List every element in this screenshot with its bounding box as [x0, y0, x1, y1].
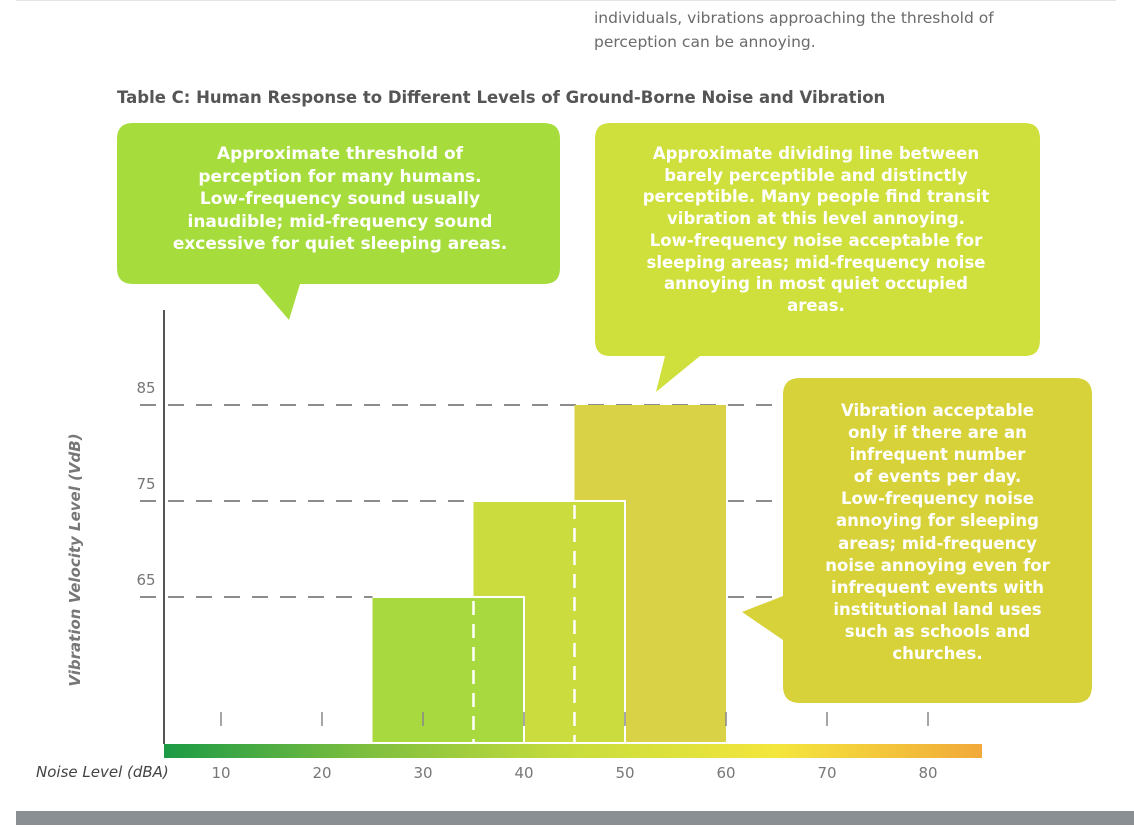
- callout-line: barely perceptible and distinctly: [664, 165, 968, 185]
- callout-line: infrequent number: [849, 445, 1026, 465]
- callout-line: infrequent events with: [831, 577, 1044, 597]
- x-tick-label-80: 80: [918, 764, 937, 782]
- callout-line: Low-frequency noise: [841, 489, 1034, 509]
- callout-line: institutional land uses: [833, 599, 1042, 619]
- callout-line: Approximate dividing line between: [652, 144, 980, 163]
- bar-65-vdb: [372, 597, 524, 742]
- x-tick-label-40: 40: [514, 764, 533, 782]
- callout-line: areas.: [787, 295, 845, 315]
- callout-line: annoying in most quiet occupied: [664, 274, 968, 294]
- callout-line: of events per day.: [853, 467, 1022, 487]
- callout-line: annoying for sleeping: [836, 511, 1039, 531]
- callout-threshold-text: Approximate threshold of perception for …: [120, 143, 560, 256]
- chart-title: Table C: Human Response to Different Lev…: [117, 88, 886, 107]
- x-tick-label-60: 60: [716, 764, 735, 782]
- y-tick-label-75: 75: [136, 475, 155, 493]
- x-tick-label-10: 10: [211, 764, 230, 782]
- callout-dividing-line-bubble: [595, 123, 1040, 392]
- bar-outline-65: [372, 596, 525, 742]
- callout-line: inaudible; mid-frequency sound: [187, 211, 493, 232]
- intro-line: perception can be annoying.: [594, 33, 816, 51]
- callout-line: excessive for quiet sleeping areas.: [172, 234, 508, 254]
- top-divider: [16, 0, 1116, 1]
- callout-infrequent-events-text: Vibration acceptable only if there are a…: [785, 400, 1090, 665]
- bottom-footer-bar: [16, 811, 1134, 825]
- x-axis-label: Noise Level (dBA): [36, 763, 169, 781]
- callout-line: vibration at this level annoying.: [667, 209, 965, 229]
- y-axis-label-text: Vibration Velocity Level (VdB): [66, 433, 84, 687]
- x-tick-label-70: 70: [817, 764, 836, 782]
- callout-line: churches.: [892, 644, 983, 664]
- callout-line: perception for many humans.: [198, 166, 482, 187]
- callout-line: noise annoying even for: [825, 555, 1050, 575]
- y-tick-label-65: 65: [136, 571, 155, 589]
- callout-line: Approximate threshold of: [216, 144, 464, 164]
- callout-line: Low-frequency noise acceptable for: [649, 230, 983, 250]
- callout-line: such as schools and: [844, 621, 1031, 641]
- callout-line: areas; mid-frequency: [838, 533, 1037, 553]
- callout-line: Vibration acceptable: [841, 401, 1034, 420]
- x-tick-label-30: 30: [413, 764, 432, 782]
- callout-line: sleeping areas; mid-frequency noise: [646, 252, 986, 272]
- callout-line: Low-frequency sound usually: [199, 189, 481, 209]
- y-tick-label-85: 85: [136, 379, 155, 397]
- bar-outline-75: [473, 500, 626, 742]
- callout-threshold-bubble: [117, 123, 560, 320]
- callout-line: only if there are an: [848, 423, 1027, 443]
- intro-paragraph: individuals, vibrations approaching the …: [594, 6, 1114, 54]
- callout-line: perceptible. Many people find transit: [642, 187, 990, 207]
- callout-dividing-line-text: Approximate dividing line between barely…: [598, 143, 1034, 317]
- noise-gradient-scale: [164, 744, 982, 758]
- callout-infrequent-events-bubble: [742, 378, 1092, 703]
- x-tick-label-50: 50: [615, 764, 634, 782]
- intro-line: individuals, vibrations approaching the …: [594, 9, 994, 27]
- x-tick-label-20: 20: [312, 764, 331, 782]
